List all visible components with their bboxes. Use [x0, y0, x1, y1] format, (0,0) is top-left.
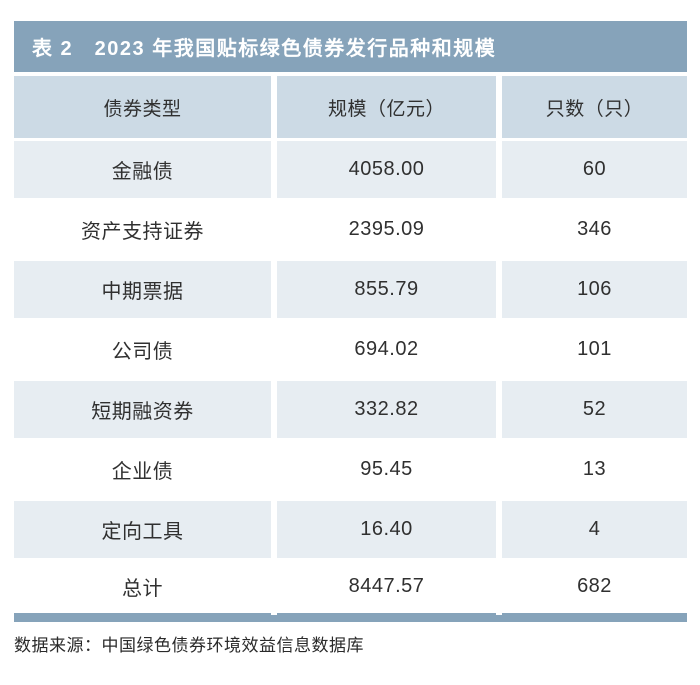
table-bottom-rule	[14, 613, 687, 622]
column-header-count: 只数（只）	[502, 76, 687, 138]
table-cell-scale: 4058.00	[277, 141, 496, 198]
table-cell-scale: 16.40	[277, 501, 496, 558]
column-header-scale: 规模（亿元）	[277, 76, 496, 138]
table-cell-bond-type: 中期票据	[14, 261, 271, 318]
table-cell-scale: 855.79	[277, 261, 496, 318]
table-cell-count: 13	[502, 441, 687, 498]
table-caption: 表 2 2023 年我国贴标绿色债券发行品种和规模	[32, 38, 497, 60]
table-cell-count: 346	[502, 201, 687, 258]
column-header-bond-type: 债券类型	[14, 76, 271, 138]
table-cell-scale: 95.45	[277, 441, 496, 498]
table-cell-total-label: 总计	[14, 561, 271, 611]
table-cell-scale: 332.82	[277, 381, 496, 438]
green-bond-table: 债券类型 规模（亿元） 只数（只） 金融债 4058.00 60 资产支持证券 …	[14, 76, 687, 611]
table-cell-count: 101	[502, 321, 687, 378]
table-cell-bond-type: 定向工具	[14, 501, 271, 558]
column-gap-notch	[271, 613, 277, 615]
table-cell-bond-type: 金融债	[14, 141, 271, 198]
table-cell-count: 52	[502, 381, 687, 438]
table-cell-total-scale: 8447.57	[277, 561, 496, 611]
table-cell-bond-type: 资产支持证券	[14, 201, 271, 258]
data-source-note: 数据来源：中国绿色债券环境效益信息数据库	[14, 636, 364, 655]
table-cell-bond-type: 企业债	[14, 441, 271, 498]
table-cell-scale: 2395.09	[277, 201, 496, 258]
table-cell-count: 4	[502, 501, 687, 558]
column-gap-notch	[496, 613, 502, 615]
table-cell-bond-type: 公司债	[14, 321, 271, 378]
table-cell-total-count: 682	[502, 561, 687, 611]
table-2-figure: 表 2 2023 年我国贴标绿色债券发行品种和规模 债券类型 规模（亿元） 只数…	[14, 21, 687, 656]
table-caption-bar: 表 2 2023 年我国贴标绿色债券发行品种和规模	[14, 21, 687, 72]
table-cell-count: 60	[502, 141, 687, 198]
table-cell-count: 106	[502, 261, 687, 318]
table-cell-scale: 694.02	[277, 321, 496, 378]
table-cell-bond-type: 短期融资券	[14, 381, 271, 438]
